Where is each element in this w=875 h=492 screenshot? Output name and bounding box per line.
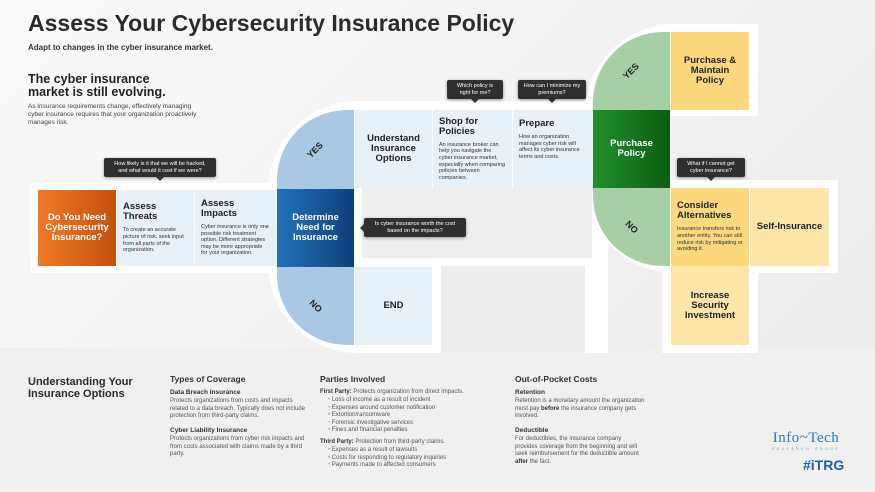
tooltip-prepare: How can I minimize my premiums? — [518, 80, 586, 103]
list-item: Costs for responding to regulatory inqui… — [328, 455, 500, 463]
end-tile[interactable]: END — [355, 267, 433, 345]
deductible-text: For deductibles, the insurance company p… — [515, 436, 639, 465]
self-insurance-tile[interactable]: Self-Insurance — [750, 188, 830, 266]
track-gap — [441, 266, 585, 353]
no-label: NO — [623, 218, 640, 236]
start-tile[interactable]: Do You Need Cybersecurity Insurance? — [38, 190, 117, 266]
tile-title: Shop for Policies — [439, 115, 479, 137]
coverage-title: Cyber Liability Insurance — [170, 426, 248, 434]
tile-text: Cyber insurance is only one possible ris… — [201, 224, 269, 257]
tile-title: Self-Insurance — [756, 221, 823, 232]
assess-impacts-tile[interactable]: Assess Impacts Cyber insurance is only on… — [195, 190, 277, 266]
coverage-column: Types of Coverage Data Breach Insurance … — [170, 374, 305, 459]
coverage-text: Protects organizations from cyber risk i… — [170, 436, 305, 457]
intro-heading: The cyber insurance market is still evol… — [28, 72, 166, 99]
consider-alternatives-tile[interactable]: Consider Alternatives Insurance transfers… — [671, 188, 750, 266]
purchase-maintain-tile[interactable]: Purchase & Maintain Policy — [671, 32, 750, 110]
tile-title: Purchase & Maintain Policy — [683, 55, 737, 86]
list-item: Fines and financial penalties — [328, 427, 500, 435]
tile-title: END — [383, 300, 404, 311]
coverage-heading: Types of Coverage — [170, 374, 246, 384]
logo-tagline: RESEARCH GROUP — [771, 447, 841, 451]
hashtag-logo: #iTRG — [803, 457, 845, 473]
coverage-text: Protects organizations from costs and im… — [170, 398, 305, 419]
no-label: NO — [307, 297, 324, 315]
tile-title: Consider Alternatives — [677, 200, 732, 222]
tile-text: To create an accurate picture of risk, s… — [123, 227, 184, 254]
first-party-text: Protects organization from direct impact… — [351, 388, 464, 395]
yes-label: YES — [621, 61, 642, 81]
parties-heading: Parties Involved — [320, 374, 386, 384]
start-label: Do You Need Cybersecurity Insurance? — [45, 212, 109, 243]
purchase-policy-tile[interactable]: Purchase Policy — [593, 110, 671, 188]
list-item: Forensic investigative services — [328, 420, 500, 428]
tile-title: Prepare — [519, 118, 555, 129]
first-party-label: First Party: — [320, 388, 352, 395]
third-party-list: Expenses as a result of lawsuitsCosts fo… — [328, 447, 500, 470]
third-party-text: Protection from third-party claims. — [353, 438, 446, 445]
bottom-heading: Understanding Your Insurance Options — [28, 376, 133, 400]
tile-text: How an organization manages cyber risk w… — [519, 134, 580, 160]
costs-heading: Out-of-Pocket Costs — [515, 374, 598, 384]
subtitle: Adapt to changes in the cyber insurance … — [28, 43, 213, 52]
prepare-tile[interactable]: Prepare How an organization manages cyber… — [513, 110, 593, 188]
list-item: Extortion/ransomware — [328, 412, 500, 420]
yes-label: YES — [305, 139, 326, 160]
list-item: Loss of income as a result of incident — [328, 397, 500, 405]
assess-threats-tile[interactable]: Assess Threats To create an accurate pict… — [117, 190, 195, 266]
tooltip-alternatives: What if I cannot get cyber insurance? — [677, 158, 745, 181]
tooltip-threats: How likely is it that we will be hacked,… — [104, 158, 216, 181]
logo: Info~Tech RESEARCH GROUP — [760, 430, 852, 451]
tile-title: Assess Impacts — [201, 198, 237, 220]
retention-title: Retention — [515, 388, 545, 396]
list-item: Expenses as a result of lawsuits — [328, 447, 500, 455]
determine-need-tile[interactable]: Determine Need for Insurance — [277, 189, 355, 267]
parties-column: Parties Involved First Party: Protects o… — [320, 374, 500, 474]
third-party-label: Third Party: — [320, 438, 354, 445]
list-item: Payments made to affected consumers — [328, 462, 500, 470]
intro-text: As insurance requirements change, effect… — [28, 103, 197, 126]
tooltip-shop: Which policy is right for me? — [447, 80, 503, 103]
retention-text: Retention is a monetary amount the organ… — [515, 398, 645, 419]
tile-title: Purchase Policy — [610, 138, 653, 159]
understand-options-tile[interactable]: Understand Insurance Options — [355, 110, 433, 188]
deductible-title: Deductible — [515, 426, 549, 434]
increase-investment-tile[interactable]: Increase Security Investment — [671, 266, 750, 345]
list-item: Expenses around customer notification — [328, 405, 500, 413]
tooltip-determine: Is cyber insurance worth the cost based … — [360, 218, 466, 237]
coverage-title: Data Breach Insurance — [170, 388, 241, 396]
tile-title: Assess Threats — [123, 201, 158, 223]
first-party-list: Loss of income as a result of incidentEx… — [328, 397, 500, 435]
page-title: Assess Your Cybersecurity Insurance Poli… — [28, 10, 515, 36]
tile-title: Increase Security Investment — [684, 289, 736, 321]
tile-text: An insurance broker can help you navigat… — [439, 141, 506, 181]
shop-policies-tile[interactable]: Shop for Policies An insurance broker can… — [433, 110, 513, 188]
tile-text: Insurance transfers risk to another enti… — [677, 226, 743, 253]
costs-column: Out-of-Pocket Costs Retention Retention … — [515, 374, 645, 466]
logo-name: Info~Tech — [772, 430, 840, 446]
tile-title: Determine Need for Insurance — [292, 212, 339, 243]
tile-title: Understand Insurance Options — [367, 133, 420, 164]
